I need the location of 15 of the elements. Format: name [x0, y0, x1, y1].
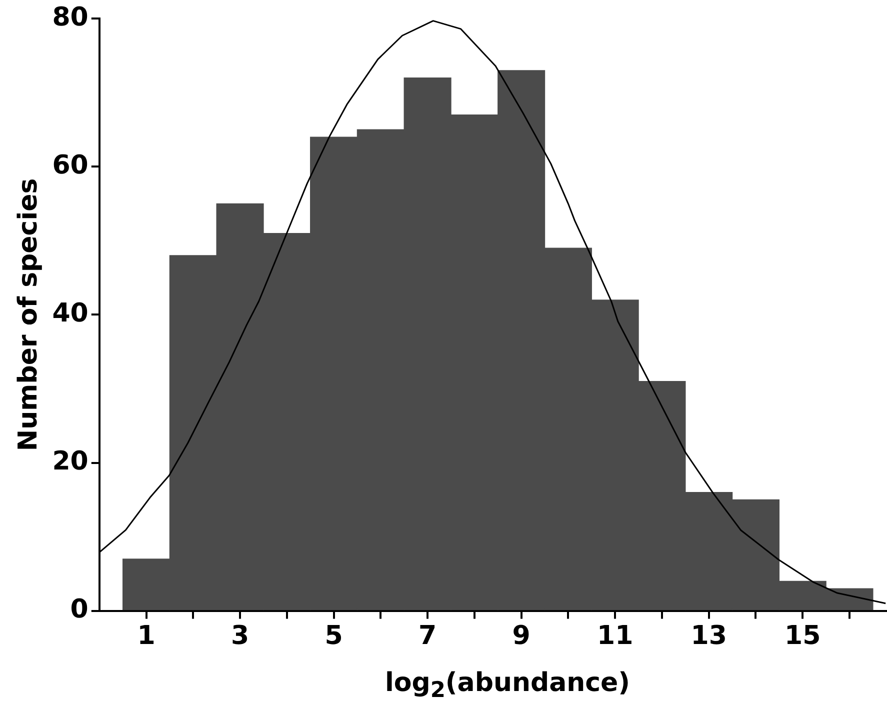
y-tick-label: 20 [52, 446, 88, 476]
y-tick-label: 0 [70, 594, 88, 625]
x-tick-label: 3 [230, 621, 250, 652]
x-tick-label: 15 [784, 621, 821, 652]
x-axis-title: log$_{2}$(abundance) [384, 668, 632, 704]
x-tick-label: 11 [596, 621, 634, 652]
x-tick-label: 5 [324, 621, 343, 652]
y-tick-label: 60 [52, 150, 88, 180]
x-tick-label: 9 [512, 621, 530, 652]
x-tick-label: 1 [137, 621, 156, 652]
x-tick-label: 7 [418, 621, 437, 652]
y-axis-title: Number of species [13, 178, 44, 452]
y-tick-label: 40 [52, 298, 88, 328]
y-tick-label: 80 [52, 2, 88, 32]
x-tick-label: 13 [690, 621, 727, 652]
